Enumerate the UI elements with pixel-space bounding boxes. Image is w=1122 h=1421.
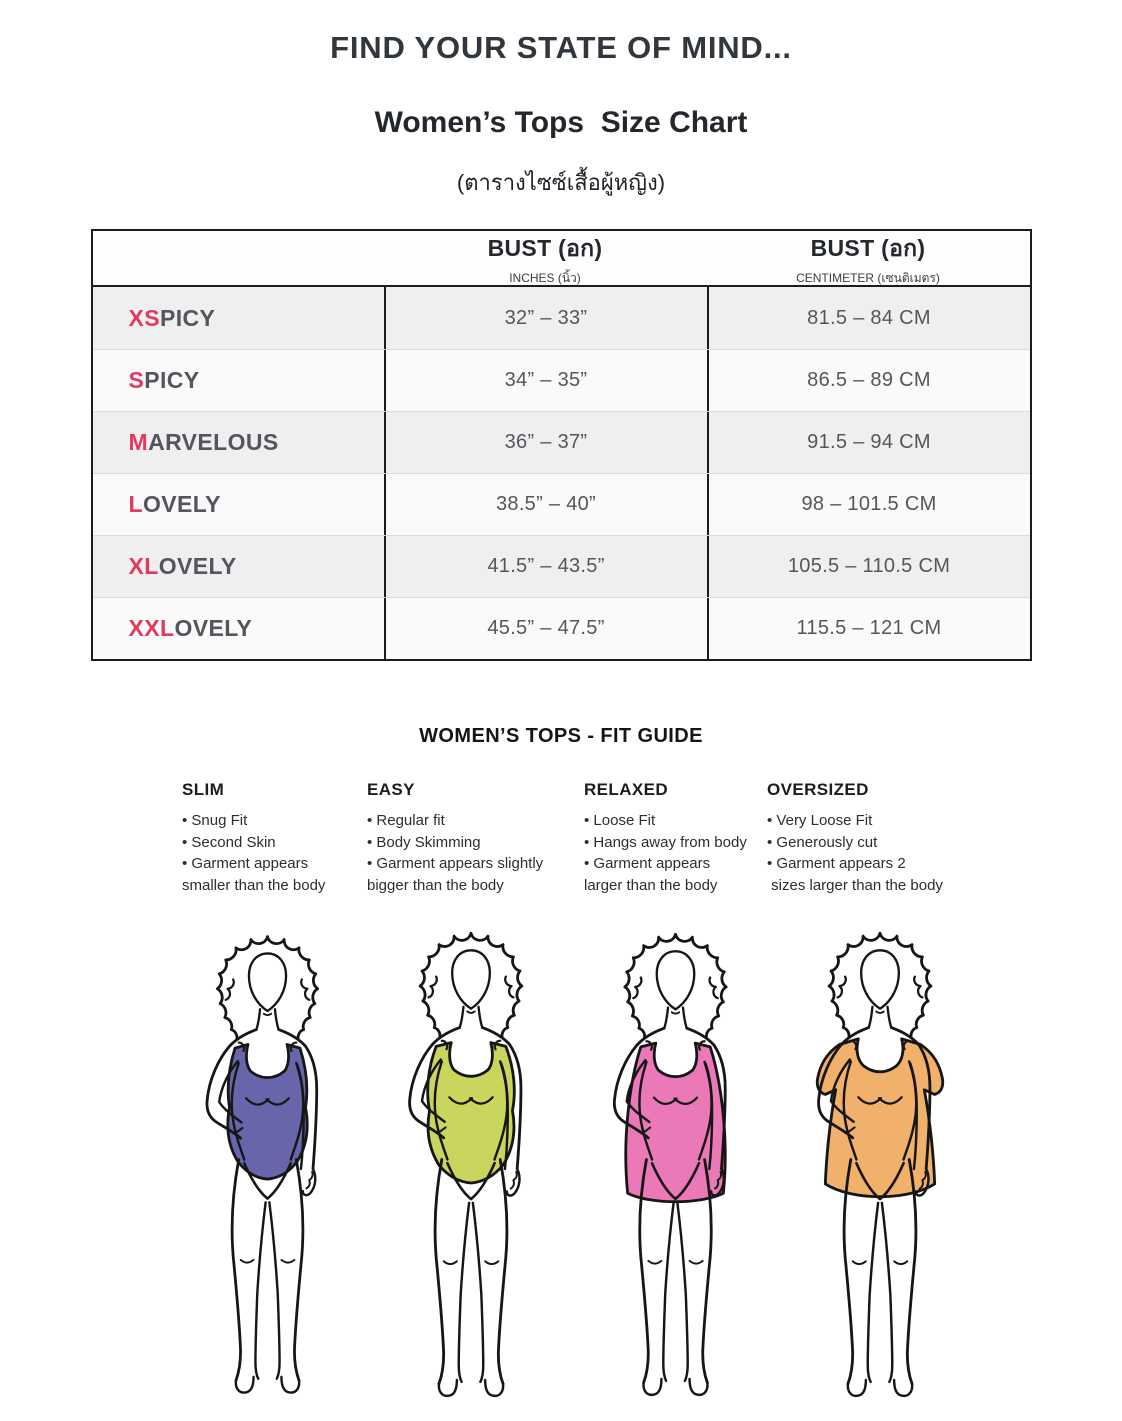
woman-figure-relaxed-illustration (612, 932, 728, 1397)
fit-name: EASY (367, 780, 415, 799)
size-table-header-size-column (93, 231, 384, 288)
size-name-cell: XSPICY (93, 287, 384, 349)
size-prefix: S (128, 367, 145, 393)
fit-bullet-continuation: bigger than the body (367, 876, 504, 894)
oversized-top-garment (815, 1037, 945, 1198)
inches-cell: 45.5” – 47.5” (383, 598, 707, 659)
inches-cell: 38.5” – 40” (383, 474, 707, 535)
table-row: SPICY 34” – 35” 86.5 – 89 CM (92, 349, 1030, 411)
fit-name: SLIM (182, 780, 225, 799)
fit-column-easy: EASY • Regular fit • Body Skimming • Gar… (367, 780, 584, 896)
size-table-header-cm: BUST (อก) CENTIMETER (เซนติเมตร) (707, 231, 1030, 288)
size-name-cell: LOVELY (93, 474, 384, 535)
size-rest: OVELY (158, 553, 237, 579)
fit-bullet-continuation: sizes larger than the body (767, 876, 943, 894)
fit-column-relaxed: RELAXED • Loose Fit • Hangs away from bo… (584, 780, 767, 896)
fit-bullet: • Body Skimming (367, 833, 481, 851)
fit-figures (170, 922, 986, 1412)
size-prefix: XXL (128, 615, 175, 641)
page-subtitle: Women’s Tops Size Chart (374, 106, 748, 139)
size-rest: ARVELOUS (148, 429, 279, 455)
fit-bullet: • Regular fit (367, 812, 445, 829)
fit-figure-relaxed (577, 922, 774, 1412)
size-name-cell: XLOVELY (93, 536, 384, 597)
fit-bullet: • Hangs away from body (584, 833, 747, 851)
size-rest: OVELY (174, 615, 253, 641)
fit-bullet-continuation: larger than the body (584, 876, 718, 894)
fit-bullet: • Loose Fit (584, 812, 656, 829)
fit-bullet: • Very Loose Fit (767, 812, 873, 829)
size-prefix: M (128, 429, 149, 455)
fit-bullet: • Snug Fit (182, 812, 248, 829)
fit-figure-slim (170, 922, 365, 1412)
cm-cell: 91.5 – 94 CM (706, 412, 1030, 473)
size-name-cell: MARVELOUS (93, 412, 384, 473)
bust-cm-subtitle: CENTIMETER (เซนติเมตร) (796, 271, 940, 285)
size-name-cell: SPICY (93, 350, 384, 411)
page-title: FIND YOUR STATE OF MIND... (330, 30, 792, 65)
cm-cell: 105.5 – 110.5 CM (706, 536, 1030, 597)
size-rest: OVELY (142, 491, 221, 517)
fit-guide-columns: SLIM • Snug Fit • Second Skin • Garment … (182, 780, 974, 896)
inches-cell: 32” – 33” (383, 287, 707, 349)
size-name-cell: XXLOVELY (93, 598, 384, 659)
table-row: MARVELOUS 36” – 37” 91.5 – 94 CM (92, 411, 1030, 473)
fit-name: RELAXED (584, 780, 669, 799)
fit-figure-oversized (774, 922, 986, 1412)
woman-figure-oversized-illustration (815, 931, 945, 1398)
table-row: XLOVELY 41.5” – 43.5” 105.5 – 110.5 CM (92, 535, 1030, 597)
size-prefix: XL (128, 553, 159, 579)
table-row: LOVELY 38.5” – 40” 98 – 101.5 CM (92, 473, 1030, 535)
table-row: XSPICY 32” – 33” 81.5 – 84 CM (92, 287, 1030, 349)
fit-name: OVERSIZED (767, 780, 869, 799)
fit-bullet: • Garment appears (182, 855, 309, 872)
woman-figure-easy-illustration (408, 931, 524, 1398)
size-table-header-inches: BUST (อก) INCHES (นิ้ว) (384, 231, 707, 288)
size-table-header: BUST (อก) INCHES (นิ้ว) BUST (อก) CENTIM… (92, 231, 1030, 288)
fit-column-slim: SLIM • Snug Fit • Second Skin • Garment … (182, 780, 367, 896)
size-prefix: XS (128, 304, 160, 331)
size-rest: PICY (144, 367, 200, 393)
cm-cell: 98 – 101.5 CM (706, 474, 1030, 535)
bust-cm-title: BUST (อก) (810, 235, 926, 261)
table-row: XXLOVELY 45.5” – 47.5” 115.5 – 121 CM (92, 597, 1030, 659)
fit-bullet-continuation: smaller than the body (182, 876, 326, 894)
cm-cell: 81.5 – 84 CM (706, 287, 1030, 349)
size-table: BUST (อก) INCHES (นิ้ว) BUST (อก) CENTIM… (90, 229, 1032, 661)
bust-inches-title: BUST (อก) (487, 235, 603, 261)
inches-cell: 34” – 35” (383, 350, 707, 411)
cm-cell: 115.5 – 121 CM (706, 598, 1030, 659)
inches-cell: 41.5” – 43.5” (383, 536, 707, 597)
slim-top-garment (226, 1043, 309, 1181)
bust-inches-subtitle: INCHES (นิ้ว) (509, 271, 581, 285)
page-subtitle-thai: (ตารางไซซ์เสื้อผู้หญิง) (456, 170, 666, 195)
woman-figure-slim-illustration (205, 935, 320, 1394)
fit-figure-easy (365, 922, 577, 1412)
fit-bullet: • Garment appears 2 (767, 855, 906, 872)
inches-cell: 36” – 37” (383, 412, 707, 473)
fit-bullet: • Garment appears (584, 855, 711, 872)
fit-bullet: • Second Skin (182, 833, 276, 851)
fit-bullet: • Garment appears slightly (367, 855, 544, 872)
fit-column-oversized: OVERSIZED • Very Loose Fit • Generously … (767, 780, 974, 896)
fit-bullet: • Generously cut (767, 833, 878, 851)
size-rest: PICY (159, 304, 216, 331)
fit-guide-title: WOMEN’S TOPS - FIT GUIDE (419, 725, 703, 747)
easy-top-garment (426, 1041, 516, 1185)
size-prefix: L (128, 491, 143, 517)
cm-cell: 86.5 – 89 CM (706, 350, 1030, 411)
